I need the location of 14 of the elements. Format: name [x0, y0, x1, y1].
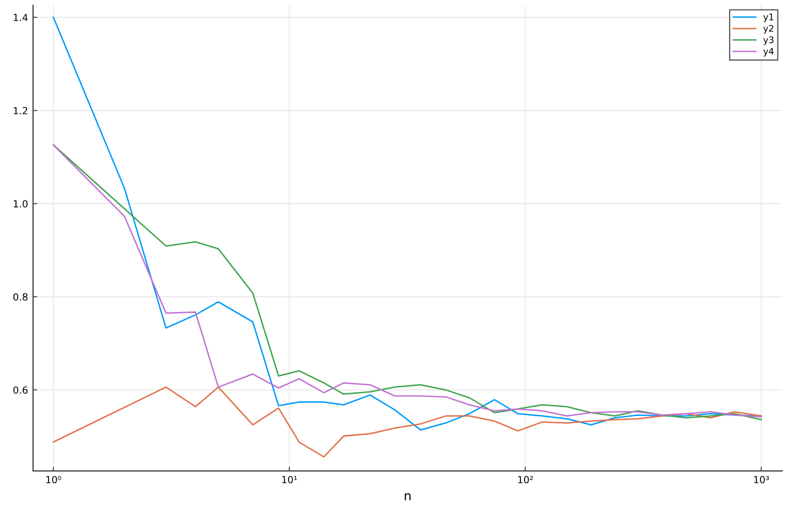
y-tick-label: 0.6	[13, 386, 28, 394]
y-tick-label: 0.8	[13, 293, 28, 301]
x-tick-label: 10²	[518, 476, 533, 484]
y-tick-label: 1.4	[14, 14, 28, 22]
legend-label: y2	[763, 24, 774, 34]
legend-label: y3	[763, 36, 774, 46]
y-tick-label: 1.0	[14, 200, 28, 208]
x-axis-title: n	[404, 493, 411, 500]
x-tick-label: 10³	[754, 476, 769, 484]
y-tick-label: 1.2	[14, 106, 28, 114]
legend-label: y4	[763, 48, 774, 56]
x-tick-label: 10¹	[282, 476, 297, 484]
legend-label: y1	[763, 14, 774, 22]
x-tick-label: 10⁰	[46, 476, 62, 484]
